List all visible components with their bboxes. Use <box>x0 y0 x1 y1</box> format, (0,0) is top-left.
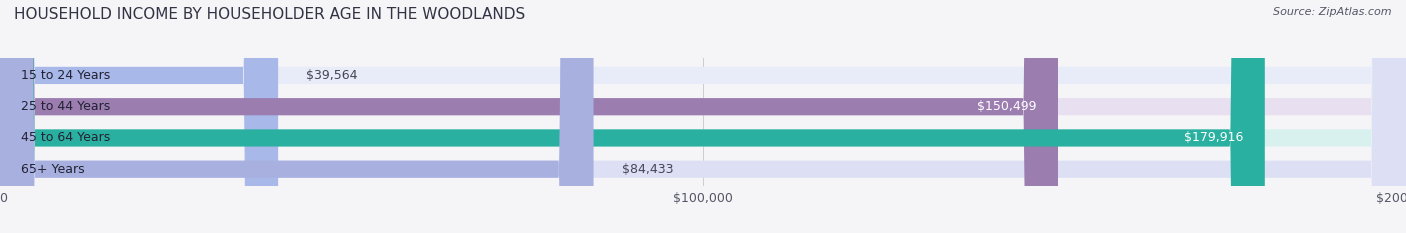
FancyBboxPatch shape <box>0 0 1057 233</box>
Text: $150,499: $150,499 <box>977 100 1036 113</box>
Text: $39,564: $39,564 <box>307 69 357 82</box>
Text: Source: ZipAtlas.com: Source: ZipAtlas.com <box>1274 7 1392 17</box>
Text: 25 to 44 Years: 25 to 44 Years <box>21 100 110 113</box>
Text: $179,916: $179,916 <box>1184 131 1244 144</box>
FancyBboxPatch shape <box>0 0 1265 233</box>
Text: HOUSEHOLD INCOME BY HOUSEHOLDER AGE IN THE WOODLANDS: HOUSEHOLD INCOME BY HOUSEHOLDER AGE IN T… <box>14 7 526 22</box>
Text: 45 to 64 Years: 45 to 64 Years <box>21 131 110 144</box>
Text: 65+ Years: 65+ Years <box>21 163 84 176</box>
Text: 15 to 24 Years: 15 to 24 Years <box>21 69 110 82</box>
Text: $84,433: $84,433 <box>621 163 673 176</box>
FancyBboxPatch shape <box>0 0 593 233</box>
FancyBboxPatch shape <box>0 0 278 233</box>
